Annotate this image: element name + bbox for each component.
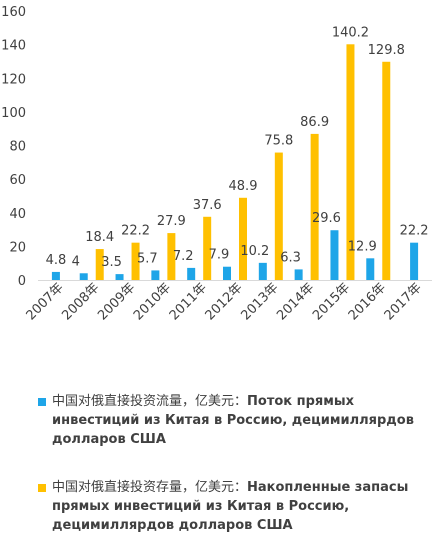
data-label-stock: 37.6 <box>193 198 222 213</box>
y-tick-label: 60 <box>9 173 26 188</box>
x-tick-label: 2011年 <box>167 280 210 323</box>
data-label-flow: 29.6 <box>312 211 341 226</box>
data-label-stock: 18.4 <box>85 230 114 245</box>
x-tick-label: 2017年 <box>382 280 425 323</box>
bar-stock <box>346 44 355 280</box>
legend-label-stock-cn: 中国对俄直接投资存量，亿美元： <box>52 480 248 495</box>
x-tick-label: 2007年 <box>24 280 67 323</box>
x-tick-label: 2016年 <box>346 280 389 323</box>
data-label-flow: 12.9 <box>348 239 377 254</box>
x-tick-label: 2013年 <box>238 280 281 323</box>
data-label-stock: 140.2 <box>332 25 369 40</box>
data-label-stock: 86.9 <box>300 115 329 130</box>
bar-flow <box>79 273 88 280</box>
x-tick-label: 2015年 <box>310 280 353 323</box>
legend-swatch-flow <box>38 398 46 406</box>
y-tick-label: 20 <box>9 240 26 255</box>
bar-flow <box>258 262 267 280</box>
x-tick-label: 2010年 <box>131 280 174 323</box>
bar-flow <box>410 242 419 280</box>
bar-flow <box>187 267 196 280</box>
bar-stock <box>203 216 212 280</box>
y-tick-label: 0 <box>18 274 26 289</box>
data-label-flow: 22.2 <box>400 224 429 239</box>
bars <box>51 44 419 281</box>
legend-label-stock-ru: Накопленные запасы прямых инвестиций из … <box>52 480 409 533</box>
bar-flow <box>366 258 375 280</box>
data-label-stock: 48.9 <box>229 179 258 194</box>
legend-item-stock: 中国对俄直接投资存量，亿美元：Накопленные запасы прямых… <box>38 478 418 535</box>
chart: 0 20 40 60 80 100 120 140 160 4.8 4 18.4 3.5 22.2 5.7… <box>1 5 432 323</box>
x-tick-label: 2009年 <box>95 280 138 323</box>
x-axis: 2007年2008年2009年2010年2011年2012年2013年2014年… <box>24 280 425 323</box>
bar-stock <box>167 233 176 280</box>
data-label-flow: 3.5 <box>101 255 122 270</box>
legend-swatch-stock <box>38 484 46 492</box>
bar-flow <box>51 271 60 280</box>
legend-item-flow: 中国对俄直接投资流量，亿美元：Поток прямых инвестиций и… <box>38 392 418 449</box>
data-label-flow: 4.8 <box>46 253 67 268</box>
bar-stock <box>382 61 391 281</box>
y-tick-label: 40 <box>9 207 26 222</box>
x-tick-label: 2014年 <box>274 280 317 323</box>
bar-flow <box>330 230 339 280</box>
data-label-flow: 10.2 <box>240 244 269 259</box>
data-label-flow: 6.3 <box>280 250 301 265</box>
data-label-flow: 7.9 <box>209 248 230 263</box>
data-label-stock: 75.8 <box>264 134 293 149</box>
legend-label-flow-ru: Поток прямых инвестиций из Китая в Росси… <box>52 394 414 447</box>
data-label-stock: 129.8 <box>368 43 405 58</box>
legend-label-flow-cn: 中国对俄直接投资流量，亿美元： <box>52 394 248 409</box>
bar-stock <box>274 152 283 280</box>
x-tick-label: 2012年 <box>203 280 246 323</box>
y-tick-label: 120 <box>1 72 26 87</box>
bar-stock <box>95 249 104 280</box>
bar-flow <box>151 270 160 280</box>
bar-stock <box>131 242 140 280</box>
bar-stock <box>239 197 247 280</box>
data-label-flow: 7.2 <box>173 249 194 264</box>
y-tick-label: 140 <box>1 39 26 54</box>
data-label-flow: 4 <box>72 254 80 269</box>
data-labels: 4.8 4 18.4 3.5 22.2 5.7 27.9 7.2 37.6 7.9 48.9 10.2… <box>46 25 429 270</box>
bar-flow <box>294 269 303 280</box>
x-tick-label: 2008年 <box>59 280 102 323</box>
data-label-flow: 5.7 <box>137 251 158 266</box>
y-axis: 0 20 40 60 80 100 120 140 160 <box>1 5 26 289</box>
bar-stock <box>310 133 319 280</box>
y-tick-label: 80 <box>9 140 26 155</box>
y-tick-label: 100 <box>1 106 26 121</box>
y-tick-label: 160 <box>1 5 26 20</box>
data-label-stock: 27.9 <box>157 214 186 229</box>
data-label-stock: 22.2 <box>121 224 150 239</box>
bar-flow <box>115 274 124 280</box>
bar-flow <box>223 266 231 280</box>
